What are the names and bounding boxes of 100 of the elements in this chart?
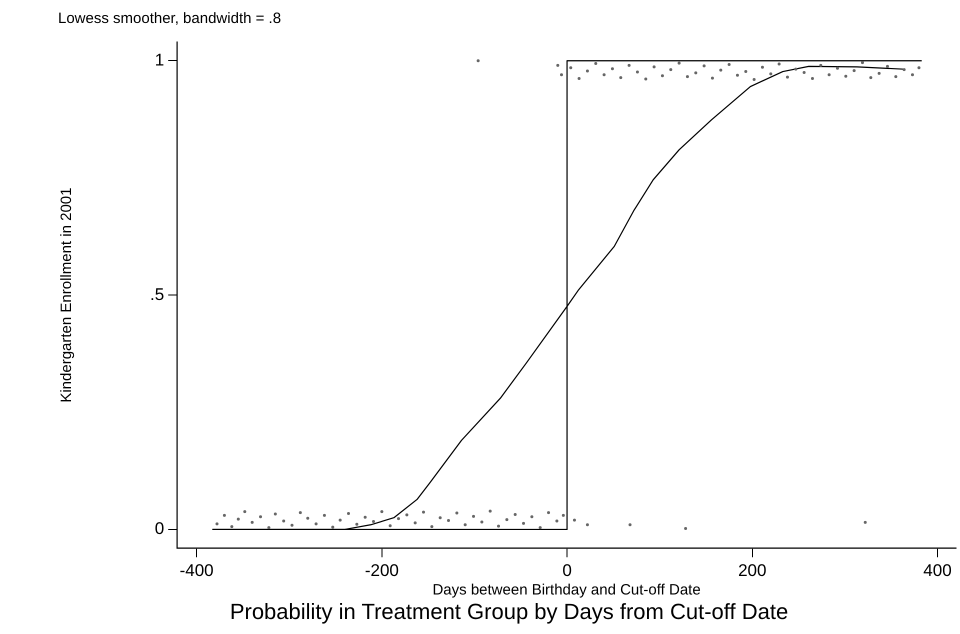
point — [860, 61, 864, 64]
point — [910, 73, 914, 76]
point — [514, 512, 517, 516]
point — [322, 514, 326, 517]
point — [628, 523, 632, 526]
point — [267, 526, 270, 530]
point — [586, 523, 589, 526]
point — [422, 510, 426, 514]
point — [414, 521, 417, 524]
point — [660, 74, 664, 78]
chart-subtitle: Lowess smoother, bandwidth = .8 — [58, 10, 282, 28]
point — [736, 74, 739, 77]
point — [852, 69, 856, 72]
x-tick-label: 200 — [738, 561, 766, 580]
x-axis-title: Days between Birthday and Cut-off Date — [432, 582, 701, 599]
x-tick-label: -200 — [364, 561, 399, 580]
point — [230, 525, 234, 528]
point — [560, 73, 563, 76]
point — [364, 516, 367, 519]
point — [586, 70, 589, 73]
point — [569, 66, 572, 70]
point — [602, 73, 606, 76]
point — [864, 520, 867, 524]
point — [505, 518, 508, 522]
point — [555, 520, 558, 523]
point — [306, 516, 310, 520]
point — [259, 515, 262, 518]
point — [694, 71, 698, 74]
point — [778, 62, 781, 66]
point — [522, 522, 526, 525]
point — [497, 524, 500, 528]
point — [819, 64, 822, 67]
point — [282, 520, 286, 523]
point — [686, 75, 689, 78]
point — [669, 68, 672, 72]
point — [760, 66, 764, 69]
point — [836, 66, 839, 70]
point — [480, 520, 484, 524]
point — [298, 511, 302, 514]
point — [290, 524, 294, 527]
point — [562, 514, 565, 517]
point — [810, 77, 814, 80]
point — [397, 517, 400, 520]
point — [786, 76, 789, 79]
text: Probability in Treatment Group by Days from Cut-off Date — [230, 598, 788, 624]
point — [438, 516, 442, 520]
point — [216, 522, 218, 526]
point — [372, 520, 376, 523]
point — [331, 526, 334, 529]
point — [719, 68, 722, 72]
point — [744, 70, 748, 74]
point — [447, 519, 450, 522]
point — [476, 59, 480, 62]
y-tick-label: .5 — [150, 284, 164, 304]
point — [578, 77, 581, 80]
point — [274, 512, 277, 516]
point — [610, 67, 614, 70]
point — [594, 62, 598, 66]
point — [455, 512, 458, 515]
x-tick-label: 0 — [562, 561, 572, 580]
point — [828, 73, 831, 76]
point — [464, 523, 467, 526]
point — [917, 66, 920, 70]
point — [728, 63, 731, 66]
point — [869, 76, 872, 80]
point — [250, 520, 254, 524]
point — [388, 524, 392, 528]
y-tick-label: 1 — [154, 50, 164, 70]
point — [628, 64, 631, 67]
point — [636, 70, 639, 74]
point — [547, 511, 550, 514]
point — [684, 527, 688, 530]
point — [347, 512, 350, 516]
point — [878, 72, 881, 75]
y-axis-title: Kindergarten Enrollment in 2001 — [58, 188, 76, 403]
point — [430, 525, 434, 528]
point — [619, 76, 622, 80]
point — [472, 514, 476, 518]
point — [314, 522, 318, 526]
point — [752, 78, 756, 81]
x-tick-label: -400 — [180, 561, 214, 580]
point — [652, 65, 656, 68]
point — [572, 518, 576, 522]
point — [678, 62, 681, 65]
point — [844, 74, 848, 78]
point — [902, 68, 906, 72]
point — [538, 526, 542, 530]
point — [236, 518, 240, 521]
point — [355, 522, 358, 526]
point — [530, 515, 534, 518]
point — [380, 510, 384, 514]
point — [243, 510, 246, 514]
point — [405, 513, 408, 516]
point — [769, 72, 772, 76]
point — [794, 68, 798, 71]
point — [894, 75, 898, 78]
point — [338, 518, 342, 522]
point — [702, 64, 706, 68]
point — [488, 510, 492, 513]
point — [222, 514, 226, 517]
